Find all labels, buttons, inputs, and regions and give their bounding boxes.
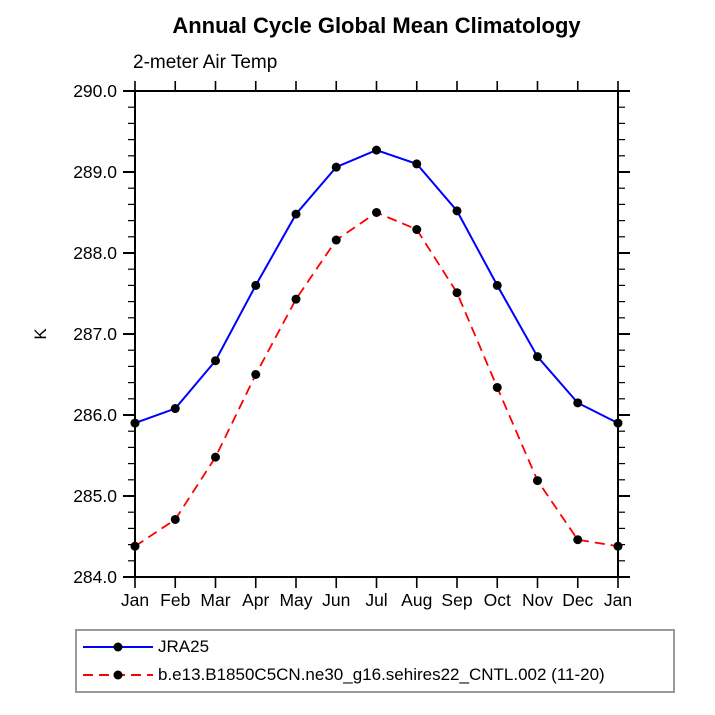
x-tick-label: Jul (365, 590, 387, 610)
x-tick-label: Aug (401, 590, 432, 610)
y-tick-label: 284.0 (73, 567, 117, 587)
y-tick-label: 285.0 (73, 486, 117, 506)
legend-label-jra25: JRA25 (158, 636, 210, 656)
data-point-marker (533, 476, 542, 486)
legend-box: JRA25 b.e13.B1850C5CN.ne30_g16.sehires22… (75, 629, 675, 693)
x-tick-label: Oct (484, 590, 511, 610)
y-tick-label: 289.0 (73, 162, 117, 182)
y-tick-label: 287.0 (73, 324, 117, 344)
legend-line-sample-solid-icon (83, 642, 153, 652)
x-tick-label: May (279, 590, 312, 610)
x-tick-label: Apr (242, 590, 269, 610)
data-point-marker (573, 535, 583, 545)
legend-line-sample-dashed-icon (83, 670, 153, 680)
y-tick-label: 286.0 (73, 405, 117, 425)
data-point-marker (533, 352, 542, 362)
x-tick-label: Jan (604, 590, 632, 610)
data-point-marker (331, 162, 341, 172)
data-point-marker (211, 452, 220, 462)
data-point-marker (613, 541, 623, 551)
y-tick-label: 290.0 (73, 81, 117, 101)
data-point-marker (573, 398, 583, 408)
x-tick-label: Nov (522, 590, 553, 610)
x-tick-label: Sep (441, 590, 472, 610)
x-tick-label: Mar (200, 590, 230, 610)
data-point-marker (291, 209, 301, 219)
data-point-marker (291, 294, 301, 304)
legend-label-model: b.e13.B1850C5CN.ne30_g16.sehires22_CNTL.… (158, 665, 605, 685)
data-point-marker (170, 404, 180, 414)
y-tick-label: 288.0 (73, 243, 117, 263)
x-tick-label: Jan (121, 590, 149, 610)
x-tick-label: Feb (160, 590, 190, 610)
data-point-marker (492, 382, 502, 392)
data-point-marker (372, 208, 381, 217)
series-line-1 (134, 211, 619, 548)
data-point-marker (412, 159, 422, 169)
series-line-0 (134, 149, 619, 425)
legend-entry-model: b.e13.B1850C5CN.ne30_g16.sehires22_CNTL.… (77, 662, 673, 688)
data-point-marker (251, 280, 261, 290)
data-point-marker (170, 514, 180, 524)
data-point-marker (331, 235, 341, 245)
chart-subtitle: 2-meter Air Temp (133, 52, 278, 73)
chart-title: Annual Cycle Global Mean Climatology (172, 13, 581, 38)
data-point-marker (452, 288, 462, 298)
data-point-marker (211, 356, 220, 366)
data-point-marker (412, 225, 422, 235)
data-point-marker (130, 418, 140, 428)
data-point-marker (452, 206, 462, 216)
data-point-marker (492, 280, 502, 290)
data-point-marker (613, 418, 623, 428)
x-tick-label: Dec (562, 590, 593, 610)
data-point-marker (372, 145, 381, 155)
legend-entry-jra25: JRA25 (77, 634, 673, 660)
data-point-marker (251, 370, 261, 379)
data-point-marker (130, 541, 140, 551)
x-tick-label: Jun (322, 590, 350, 610)
